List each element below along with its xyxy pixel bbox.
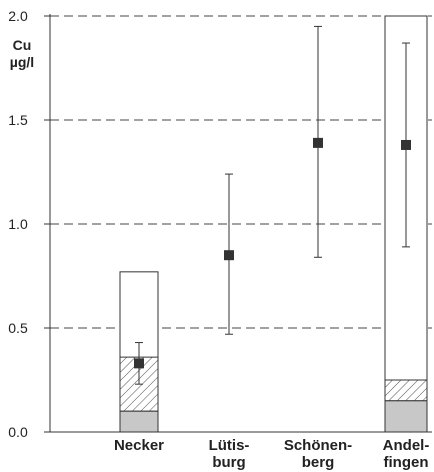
axes [49, 14, 432, 433]
x-category-label: Schönen- [284, 437, 352, 454]
x-category-label: fingen [384, 454, 429, 471]
mean-marker [134, 358, 144, 369]
y-tick-label: 1.5 [8, 112, 28, 128]
y-tick-label: 2.0 [8, 8, 28, 24]
x-category-labels: Necker Lütis-burg Schönen-berg Andel-fingen [114, 437, 429, 471]
x-category-label: Andel- [383, 437, 430, 454]
x-category-label: berg [302, 454, 335, 471]
x-category-label: burg [212, 454, 245, 471]
data-points [134, 25, 411, 385]
y-axis-label-line: µg/l [10, 54, 34, 70]
mean-marker [401, 139, 411, 150]
y-tick-label: 0.0 [8, 424, 28, 440]
mean-marker [313, 137, 323, 148]
box-gray-segment [119, 410, 159, 433]
y-tick-labels: 0.0 0.5 1.0 1.5 2.0 [8, 8, 50, 440]
y-tick-label: 0.5 [8, 320, 28, 336]
x-category-label: Necker [114, 437, 164, 454]
y-axis-label-line: Cu [13, 37, 32, 53]
box-hatched-segment [384, 379, 428, 402]
box-gray-segment [384, 400, 428, 433]
mean-marker [224, 250, 234, 261]
y-tick-label: 1.0 [8, 216, 28, 232]
grid-lines [50, 15, 432, 329]
x-category-label: Lütis- [209, 437, 250, 454]
